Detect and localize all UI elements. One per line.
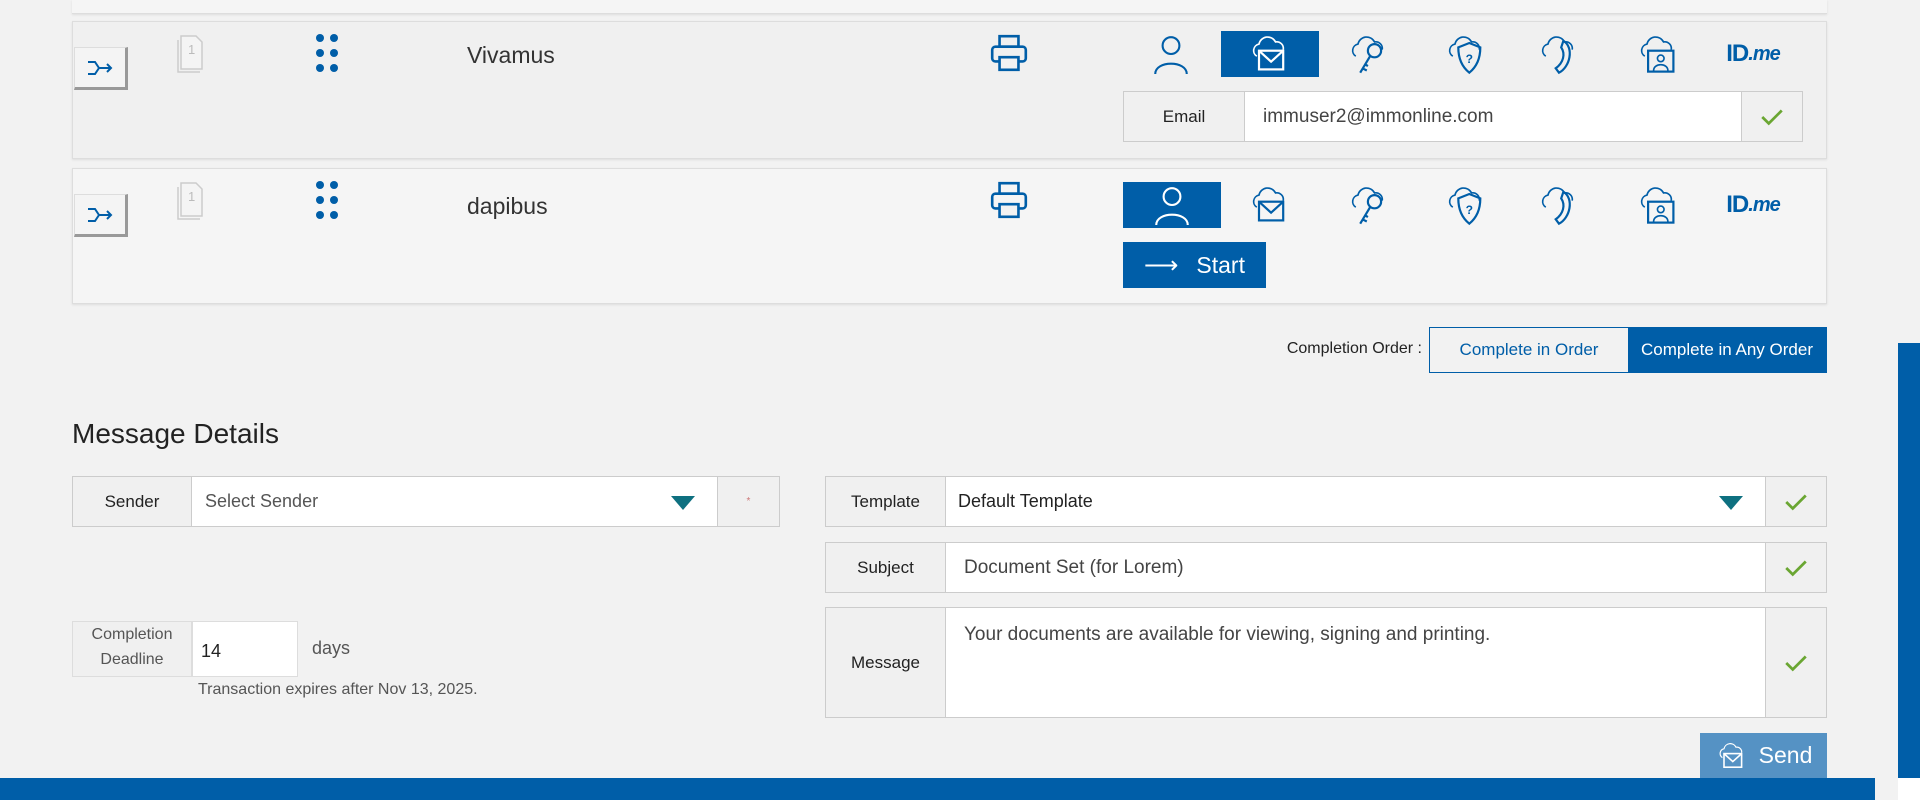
printer-icon <box>988 32 1030 74</box>
recipient-name: dapibus <box>467 193 548 219</box>
scrollbar-corner <box>1898 778 1920 800</box>
required-indicator: * <box>717 477 779 526</box>
auth-phone-button[interactable] <box>1510 31 1608 77</box>
send-button[interactable]: Send <box>1700 733 1827 778</box>
cloud-mail-icon <box>1248 32 1292 76</box>
dropdown-arrow-icon <box>671 496 695 510</box>
cloud-phone-icon <box>1537 183 1581 227</box>
auth-email-button[interactable] <box>1221 31 1319 77</box>
check-icon <box>1783 555 1809 581</box>
cloud-mail-icon <box>1715 740 1749 772</box>
print-button[interactable] <box>988 32 1030 79</box>
check-icon <box>1783 650 1809 676</box>
completion-order-toggle: Complete in Order Complete in Any Order <box>1429 327 1827 373</box>
sender-label: Sender <box>73 477 192 526</box>
cloud-key-icon <box>1347 32 1391 76</box>
person-icon <box>1151 184 1193 226</box>
subject-field: Subject Document Set (for Lorem) <box>825 542 1827 593</box>
template-valid <box>1765 477 1826 526</box>
subject-valid <box>1765 543 1826 592</box>
auth-question-button[interactable] <box>1417 182 1515 228</box>
deadline-label: Completion Deadline <box>72 621 192 677</box>
document-count: 1 <box>175 34 207 79</box>
expires-text: Transaction expires after Nov 13, 2025. <box>198 681 478 698</box>
print-button[interactable] <box>988 179 1030 226</box>
complete-in-order-option[interactable]: Complete in Order <box>1430 328 1628 372</box>
subject-label: Subject <box>826 543 946 592</box>
scrollbar-thumb[interactable] <box>1898 343 1920 778</box>
completion-order-label: Completion Order : <box>1286 340 1422 357</box>
document-count: 1 <box>175 181 207 226</box>
deadline-input[interactable]: 14 <box>192 621 298 677</box>
start-button[interactable]: ⟶ Start <box>1123 242 1266 288</box>
recipient-row: 1 dapibus ID .me ⟶ Start <box>72 168 1827 304</box>
cloud-portrait-icon <box>1636 32 1680 76</box>
cloud-mail-icon <box>1248 183 1292 227</box>
sender-select[interactable]: Select Sender <box>192 477 717 526</box>
route-button[interactable] <box>74 194 128 237</box>
dropdown-arrow-icon <box>1719 496 1743 510</box>
auth-email-button[interactable] <box>1221 182 1319 228</box>
auth-person-button[interactable] <box>1123 182 1221 228</box>
message-field: Message Your documents are available for… <box>825 607 1827 718</box>
drag-handle-icon[interactable] <box>313 179 343 226</box>
arrow-right-icon: ⟶ <box>1144 251 1179 279</box>
check-icon <box>1759 104 1785 130</box>
message-details-heading: Message Details <box>72 418 279 449</box>
complete-any-order-option[interactable]: Complete in Any Order <box>1628 328 1826 372</box>
cloud-portrait-icon <box>1636 183 1680 227</box>
auth-idme-button[interactable]: ID .me <box>1726 191 1780 218</box>
auth-phone-button[interactable] <box>1510 182 1608 228</box>
check-icon <box>1783 489 1809 515</box>
auth-key-button[interactable] <box>1320 182 1418 228</box>
template-select[interactable]: Default Template <box>946 477 1765 526</box>
email-field: Email immuser2@immonline.com <box>1123 91 1803 142</box>
template-field: Template Default Template <box>825 476 1827 527</box>
subject-input[interactable]: Document Set (for Lorem) <box>964 556 1184 578</box>
template-label: Template <box>826 477 946 526</box>
auth-photo-id-button[interactable] <box>1609 182 1707 228</box>
merge-arrow-icon <box>85 205 115 225</box>
auth-photo-id-button[interactable] <box>1609 31 1707 77</box>
sender-field: Sender Select Sender * <box>72 476 780 527</box>
recipient-name: Vivamus <box>467 42 555 68</box>
message-label: Message <box>826 608 946 717</box>
footer-bar <box>0 778 1875 800</box>
merge-arrow-icon <box>85 58 115 78</box>
auth-idme-button[interactable]: ID .me <box>1726 40 1780 67</box>
drag-handle-icon[interactable] <box>313 32 343 79</box>
auth-question-button[interactable] <box>1417 31 1515 77</box>
auth-person-button[interactable] <box>1122 31 1220 77</box>
cloud-phone-icon <box>1537 32 1581 76</box>
message-valid <box>1765 608 1826 717</box>
recipient-row: 1 Vivamus ID .me Email immuser2@immonline… <box>72 21 1827 159</box>
cloud-shield-question-icon <box>1444 183 1488 227</box>
route-button[interactable] <box>74 47 128 90</box>
person-icon <box>1150 33 1192 75</box>
previous-recipient-row <box>72 0 1827 14</box>
cloud-key-icon <box>1347 183 1391 227</box>
cloud-shield-question-icon <box>1444 32 1488 76</box>
email-valid <box>1741 92 1802 141</box>
auth-key-button[interactable] <box>1320 31 1418 77</box>
email-label: Email <box>1124 92 1245 141</box>
printer-icon <box>988 179 1030 221</box>
email-input[interactable]: immuser2@immonline.com <box>1263 105 1494 127</box>
deadline-unit: days <box>312 638 351 658</box>
message-textarea[interactable]: Your documents are available for viewing… <box>964 624 1491 645</box>
